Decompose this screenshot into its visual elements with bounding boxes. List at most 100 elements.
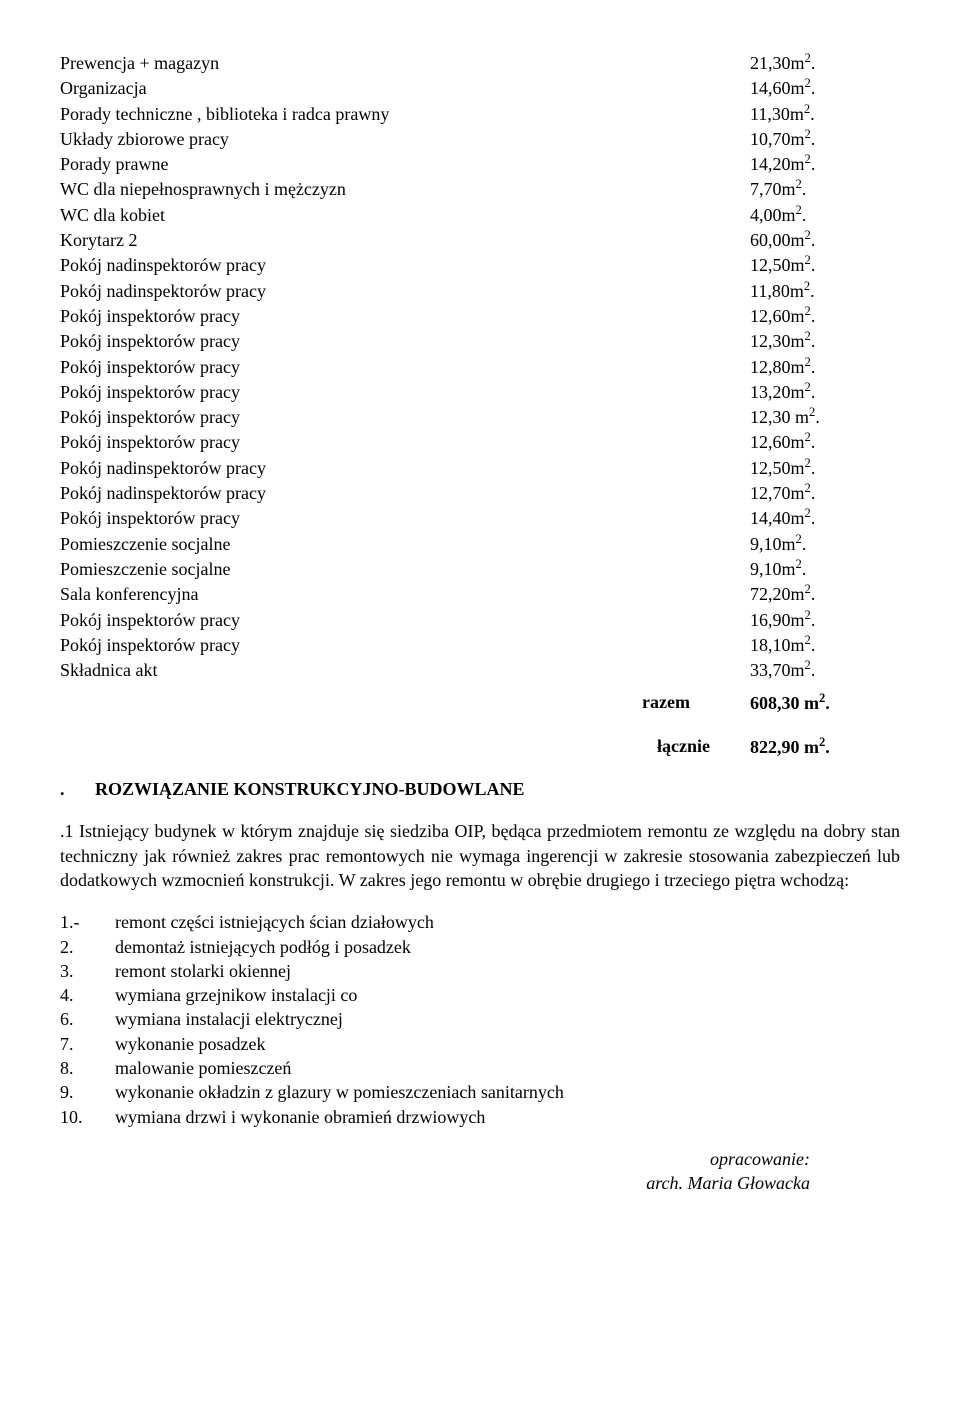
list-item-num: 10. (60, 1105, 115, 1129)
room-value: 14,20m2. (750, 151, 900, 176)
list-item-text: remont części istniejących ścian działow… (115, 910, 434, 934)
list-item-num: 4. (60, 983, 115, 1007)
room-label: WC dla niepełnosprawnych i mężczyzn (60, 177, 366, 201)
room-row: Pomieszczenie socjalne 9,10m2. (60, 531, 900, 556)
room-row: Pomieszczenie socjalne 9,10m2. (60, 556, 900, 581)
room-row: Prewencja + magazyn 21,30m2. (60, 50, 900, 75)
room-label: Porady prawne (60, 152, 188, 176)
lacznie-value: 822,90 m2. (750, 734, 900, 759)
room-row: Składnica akt 33,70m2. (60, 657, 900, 682)
list-item-text: wymiana drzwi i wykonanie obramień drzwi… (115, 1105, 485, 1129)
room-value: 12,60m2. (750, 429, 900, 454)
list-item: 4.wymiana grzejnikow instalacji co (60, 983, 900, 1007)
room-row: Pokój nadinspektorów pracy 12,50m2. (60, 252, 900, 277)
room-row: Pokój inspektorów pracy 14,40m2. (60, 505, 900, 530)
room-row: Pokój nadinspektorów pracy12,70m2. (60, 480, 900, 505)
list-item: 10.wymiana drzwi i wykonanie obramień dr… (60, 1105, 900, 1129)
room-label: Prewencja + magazyn (60, 51, 239, 75)
room-value: 11,80m2. (750, 278, 900, 303)
room-label: Pokój nadinspektorów pracy (60, 279, 286, 303)
list-item-text: remont stolarki okiennej (115, 959, 291, 983)
room-label: Organizacja (60, 76, 167, 100)
section-num: . (60, 777, 95, 801)
room-label: WC dla kobiet (60, 203, 185, 227)
room-row: Pokój inspektorów pracy 13,20m2. (60, 379, 900, 404)
room-value: 12,50m2. (750, 252, 900, 277)
room-value: 7,70m2. (750, 176, 900, 201)
room-value: 4,00m2. (750, 202, 900, 227)
list-item: 9.wykonanie okładzin z glazury w pomiesz… (60, 1080, 900, 1104)
numbered-list: 1.-remont części istniejących ścian dzia… (60, 910, 900, 1129)
room-label: Pokój inspektorów pracy (60, 506, 260, 530)
room-value: 72,20m2. (750, 581, 900, 606)
room-value: 9,10m2. (750, 556, 900, 581)
room-label: Pokój inspektorów pracy (60, 304, 260, 328)
room-value: 14,60m2. (750, 75, 900, 100)
signature-line2: arch. Maria Głowacka (646, 1173, 810, 1193)
list-item-text: wykonanie posadzek (115, 1032, 265, 1056)
room-label: Pokój nadinspektorów pracy (60, 253, 286, 277)
room-row: Pokój inspektorów pracy12,60m2. (60, 303, 900, 328)
list-item-num: 8. (60, 1056, 115, 1080)
room-value: 12,70m2. (750, 480, 900, 505)
room-label: Składnica akt (60, 658, 177, 682)
room-row: Pokój inspektorów pracy16,90m2. (60, 607, 900, 632)
room-row: Korytarz 2 60,00m2. (60, 227, 900, 252)
room-label: Pomieszczenie socjalne (60, 532, 250, 556)
room-value: 18,10m2. (750, 632, 900, 657)
main-paragraph: .1 Istniejący budynek w którym znajduje … (60, 819, 900, 892)
room-value: 9,10m2. (750, 531, 900, 556)
room-row: Pokój nadinspektorów pracy 11,80m2. (60, 278, 900, 303)
list-item-num: 1.- (60, 910, 115, 934)
room-value: 11,30m2. (750, 101, 900, 126)
room-value: 12,30m2. (750, 328, 900, 353)
room-label: Korytarz 2 (60, 228, 157, 252)
room-row: WC dla niepełnosprawnych i mężczyzn 7,70m… (60, 176, 900, 201)
room-label: Porady techniczne , biblioteka i radca p… (60, 102, 409, 126)
lacznie-label: łącznie (657, 734, 750, 759)
room-label: Pomieszczenie socjalne (60, 557, 250, 581)
room-label: Pokój inspektorów pracy (60, 380, 260, 404)
room-row: Pokój nadinspektorów pracy 12,50m2. (60, 455, 900, 480)
room-label: Układy zbiorowe pracy (60, 127, 249, 151)
room-row: Organizacja 14,60m2. (60, 75, 900, 100)
list-item-text: malowanie pomieszczeń (115, 1056, 291, 1080)
list-item: 3.remont stolarki okiennej (60, 959, 900, 983)
room-list: Prewencja + magazyn 21,30m2. Organizacja 14… (60, 50, 900, 682)
room-row: Pokój inspektorów pracy 12,30 m2. (60, 404, 900, 429)
room-row: Sala konferencyjna 72,20m2. (60, 581, 900, 606)
signature-block: opracowanie: arch. Maria Głowacka (60, 1147, 900, 1196)
room-label: Sala konferencyjna (60, 582, 218, 606)
list-item-text: demontaż istniejących podłóg i posadzek (115, 935, 411, 959)
room-value: 16,90m2. (750, 607, 900, 632)
room-label: Pokój inspektorów pracy (60, 329, 260, 353)
list-item-text: wymiana grzejnikow instalacji co (115, 983, 357, 1007)
room-row: Pokój inspektorów pracy12,80m2. (60, 354, 900, 379)
room-row: Porady prawne 14,20m2. (60, 151, 900, 176)
list-item-num: 7. (60, 1032, 115, 1056)
room-label: Pokój inspektorów pracy (60, 430, 260, 454)
room-row: Pokój inspektorów pracy 18,10m2. (60, 632, 900, 657)
list-item: 7.wykonanie posadzek (60, 1032, 900, 1056)
room-row: Porady techniczne , biblioteka i radca p… (60, 101, 900, 126)
room-row: Pokój inspektorów pracy 12,30m2. (60, 328, 900, 353)
room-value: 12,50m2. (750, 455, 900, 480)
room-value: 33,70m2. (750, 657, 900, 682)
room-value: 12,80m2. (750, 354, 900, 379)
section-title: ROZWIĄZANIE KONSTRUKCYJNO-BUDOWLANE (95, 777, 525, 801)
list-item-text: wykonanie okładzin z glazury w pomieszcz… (115, 1080, 564, 1104)
room-label: Pokój inspektorów pracy (60, 633, 260, 657)
razem-value: 608,30 m2. (750, 690, 900, 715)
room-value: 21,30m2. (750, 50, 900, 75)
room-value: 60,00m2. (750, 227, 900, 252)
room-value: 14,40m2. (750, 505, 900, 530)
room-label: Pokój inspektorów pracy (60, 405, 260, 429)
list-item-text: wymiana instalacji elektrycznej (115, 1007, 343, 1031)
list-item-num: 3. (60, 959, 115, 983)
room-row: Układy zbiorowe pracy10,70m2. (60, 126, 900, 151)
room-value: 12,30 m2. (750, 404, 900, 429)
room-value: 13,20m2. (750, 379, 900, 404)
lacznie-row: łącznie 822,90 m2. (60, 734, 900, 759)
razem-label: razem (642, 690, 750, 715)
room-label: Pokój nadinspektorów pracy (60, 456, 286, 480)
